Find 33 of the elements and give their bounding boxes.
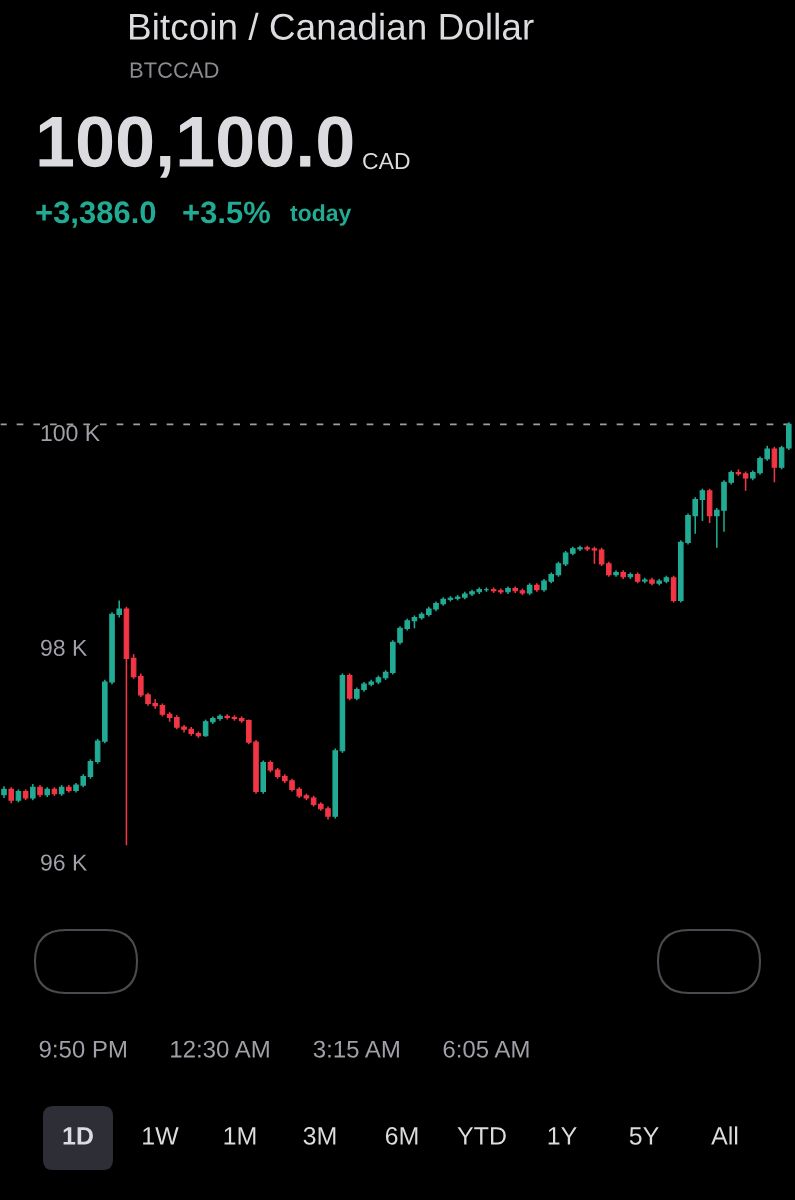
candlestick xyxy=(778,445,785,471)
text: +3.5% xyxy=(183,201,270,224)
y-tick-label: 98 K xyxy=(41,639,88,656)
text: +3,386.0 xyxy=(36,201,156,228)
text: today xyxy=(290,204,352,226)
text: YTD xyxy=(457,1127,506,1145)
chart-subtitle: BTCCAD xyxy=(130,62,219,78)
candlestick xyxy=(598,547,605,567)
x-tick-label: 6:05 AM xyxy=(443,1040,529,1058)
candlestick xyxy=(87,758,94,780)
text: 5Y xyxy=(629,1127,659,1145)
x-tick-label: 12:30 AM xyxy=(171,1040,269,1058)
candlestick xyxy=(346,672,353,702)
chart-title: Bitcoin / Canadian Dollar xyxy=(130,12,534,40)
text: 1W xyxy=(143,1127,179,1145)
x-tick-label: 9:50 PM xyxy=(39,1040,126,1058)
candlestick xyxy=(224,713,231,721)
y-tick-label: 96 K xyxy=(41,854,88,871)
y-tick-label: 100 K xyxy=(41,424,100,442)
text: 1M xyxy=(224,1127,256,1145)
x-tick-label: 3:15 AM xyxy=(313,1040,399,1058)
text: 1D xyxy=(63,1127,93,1145)
candlestick xyxy=(742,470,749,492)
text: All xyxy=(711,1126,738,1145)
text: 100,100.0 xyxy=(39,116,353,178)
text: 3M xyxy=(303,1127,336,1145)
candlestick xyxy=(670,574,677,604)
text: CAD xyxy=(363,152,410,170)
candlestick xyxy=(786,421,792,451)
text: 1Y xyxy=(548,1127,577,1145)
candlestick xyxy=(771,446,778,484)
text: 6M xyxy=(385,1127,418,1145)
candlestick xyxy=(699,487,706,522)
